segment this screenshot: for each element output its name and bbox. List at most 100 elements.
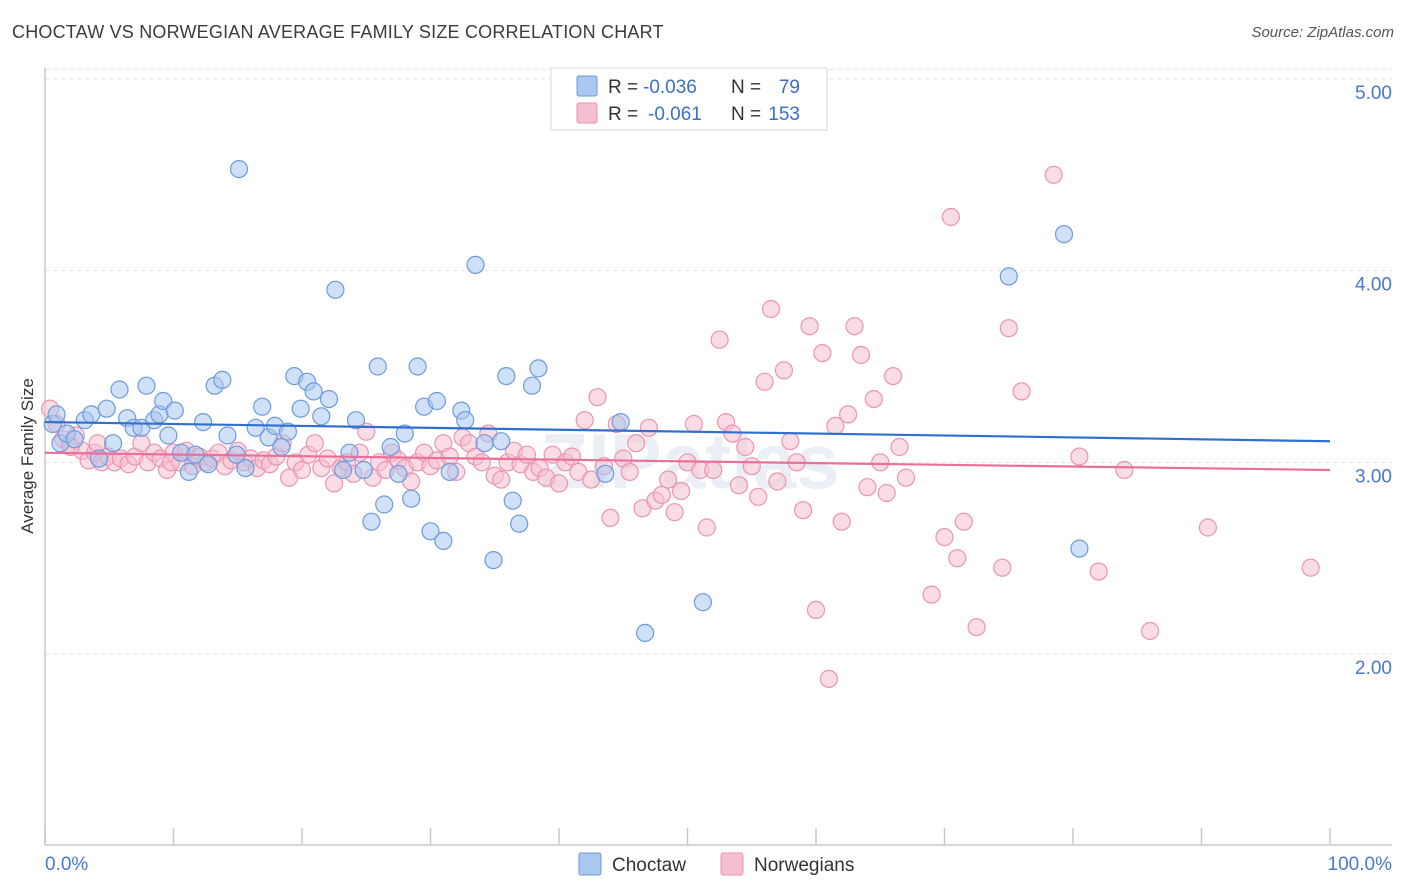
choctaw-point <box>326 280 345 299</box>
choctaw-point <box>497 367 516 386</box>
choctaw-point <box>362 512 381 531</box>
choctaw-point <box>218 426 237 445</box>
choctaw-point <box>368 357 387 376</box>
norwegian-point <box>896 468 916 487</box>
y-tick-labels: 2.00 3.00 4.00 5.00 <box>1355 83 1392 679</box>
trend-lines <box>44 420 1331 472</box>
norwegian-point <box>1044 165 1063 184</box>
chart-title: CHOCTAW VS NORWEGIAN AVERAGE FAMILY SIZE… <box>12 22 664 42</box>
x-tick-label-max: 100.0% <box>1328 854 1393 875</box>
norwegian-point <box>883 367 903 386</box>
choctaw-point <box>611 413 630 432</box>
choctaw-point <box>389 464 408 483</box>
choctaw-point <box>529 359 548 378</box>
choctaw-point <box>304 382 323 401</box>
choctaw-point <box>635 623 655 643</box>
choctaw-point <box>159 426 178 445</box>
norwegian-point <box>1089 562 1108 581</box>
norwegian-point <box>440 447 459 466</box>
norwegian-point <box>704 460 723 480</box>
norwegian-point <box>88 434 107 453</box>
choctaw-point <box>253 397 272 416</box>
choctaw-point <box>492 432 511 451</box>
norwegian-point <box>838 405 858 424</box>
norwegian-point <box>845 317 864 336</box>
norwegian-point <box>325 474 344 493</box>
norwegian-point <box>922 585 941 604</box>
norwegian-point <box>652 485 671 504</box>
choctaw-point <box>421 522 440 541</box>
choctaw-trendline <box>44 420 1331 443</box>
norwegian-point <box>858 478 877 497</box>
gridlines <box>45 68 1392 655</box>
choctaw-point <box>381 437 400 457</box>
norwegian-point <box>684 414 704 434</box>
norwegian-point <box>967 618 986 637</box>
norwegian-series-swatch <box>720 852 744 876</box>
norwegian-point <box>549 474 569 493</box>
norwegian-point <box>723 424 742 443</box>
y-axis-label: Average Family Size <box>18 378 37 534</box>
x-tick-label-min: 0.0% <box>45 854 88 875</box>
choctaw-point <box>503 491 522 510</box>
choctaw-point <box>319 390 339 409</box>
norwegian-point <box>601 508 620 528</box>
choctaw-point <box>236 459 255 478</box>
choctaw-point <box>272 437 291 457</box>
norwegian-point <box>318 449 337 468</box>
y-tick-label: 2.00 <box>1355 658 1392 679</box>
choctaw-n-label: N = <box>731 77 761 98</box>
choctaw-point <box>402 489 421 508</box>
norwegian-point <box>710 330 729 349</box>
norwegian-n-label: N = <box>731 104 761 125</box>
norwegian-point <box>1115 460 1134 480</box>
norwegian-point <box>1070 447 1089 466</box>
norwegian-point <box>935 527 954 547</box>
choctaw-point <box>97 399 116 418</box>
choctaw-series-label: Choctaw <box>612 855 686 876</box>
choctaw-point <box>484 550 503 570</box>
choctaw-point <box>375 495 394 514</box>
choctaw-point <box>103 434 123 453</box>
norwegian-point <box>800 317 819 336</box>
norwegian-point <box>639 418 659 437</box>
norwegian-point <box>1301 558 1320 577</box>
choctaw-point <box>199 455 218 474</box>
norwegian-point <box>588 388 607 407</box>
choctaw-point <box>510 514 529 533</box>
norwegian-point <box>890 437 909 457</box>
choctaw-point <box>440 462 459 481</box>
norwegian-point <box>755 372 774 391</box>
choctaw-r-label: R = <box>608 77 638 98</box>
choctaw-point <box>213 370 232 389</box>
norwegian-point <box>871 453 890 472</box>
choctaw-point <box>110 380 129 399</box>
choctaw-point <box>278 422 297 441</box>
norwegian-point <box>851 345 871 365</box>
y-tick-label: 3.00 <box>1355 466 1392 487</box>
choctaw-point <box>522 376 542 395</box>
norwegian-point <box>292 460 312 480</box>
choctaw-point <box>47 405 66 424</box>
norwegian-point <box>793 501 813 520</box>
choctaw-point <box>334 460 353 480</box>
norwegian-point <box>864 390 883 409</box>
norwegian-point <box>729 476 749 495</box>
choctaw-point <box>596 464 615 483</box>
choctaw-point <box>427 391 446 411</box>
choctaw-n-value: 79 <box>779 77 800 98</box>
choctaw-point <box>165 401 184 420</box>
norwegian-point <box>774 361 794 380</box>
choctaw-point <box>194 413 213 432</box>
norwegian-point <box>941 207 961 227</box>
choctaw-point <box>466 255 485 274</box>
norwegian-point <box>806 600 826 620</box>
choctaw-point <box>475 434 494 453</box>
norwegian-point <box>742 457 761 476</box>
choctaw-point <box>693 593 713 612</box>
norwegian-point <box>575 411 594 430</box>
choctaw-point <box>340 443 359 462</box>
norwegian-point <box>1140 621 1160 641</box>
norwegian-point <box>620 462 639 481</box>
choctaw-point <box>246 418 265 437</box>
